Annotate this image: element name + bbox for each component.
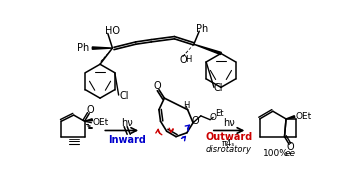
Text: H: H xyxy=(183,101,189,110)
Polygon shape xyxy=(194,44,221,55)
Text: O: O xyxy=(87,105,95,115)
Polygon shape xyxy=(92,47,113,49)
Text: H: H xyxy=(185,55,192,64)
Text: π4ₛ: π4ₛ xyxy=(222,139,235,148)
Text: ee: ee xyxy=(285,149,296,158)
Text: Inward: Inward xyxy=(108,135,146,145)
Text: O: O xyxy=(154,81,161,91)
Text: Cl: Cl xyxy=(119,91,129,101)
Text: OEt: OEt xyxy=(295,112,312,121)
Text: hν: hν xyxy=(223,118,235,128)
Text: HO: HO xyxy=(105,26,120,36)
Text: O: O xyxy=(287,143,295,152)
Text: disrotatory: disrotatory xyxy=(206,145,252,154)
Text: Cl: Cl xyxy=(213,83,223,93)
Text: Et: Et xyxy=(215,109,224,118)
Text: O: O xyxy=(210,113,217,122)
Polygon shape xyxy=(85,119,92,121)
Text: O: O xyxy=(192,116,199,126)
Text: Outward: Outward xyxy=(205,132,252,142)
Text: OEt: OEt xyxy=(92,118,109,127)
Text: 100%: 100% xyxy=(263,149,289,158)
Text: O: O xyxy=(180,55,188,65)
Polygon shape xyxy=(286,116,295,119)
Text: Ph: Ph xyxy=(196,24,209,34)
Text: Ph: Ph xyxy=(77,43,89,53)
Text: hν: hν xyxy=(121,118,133,128)
